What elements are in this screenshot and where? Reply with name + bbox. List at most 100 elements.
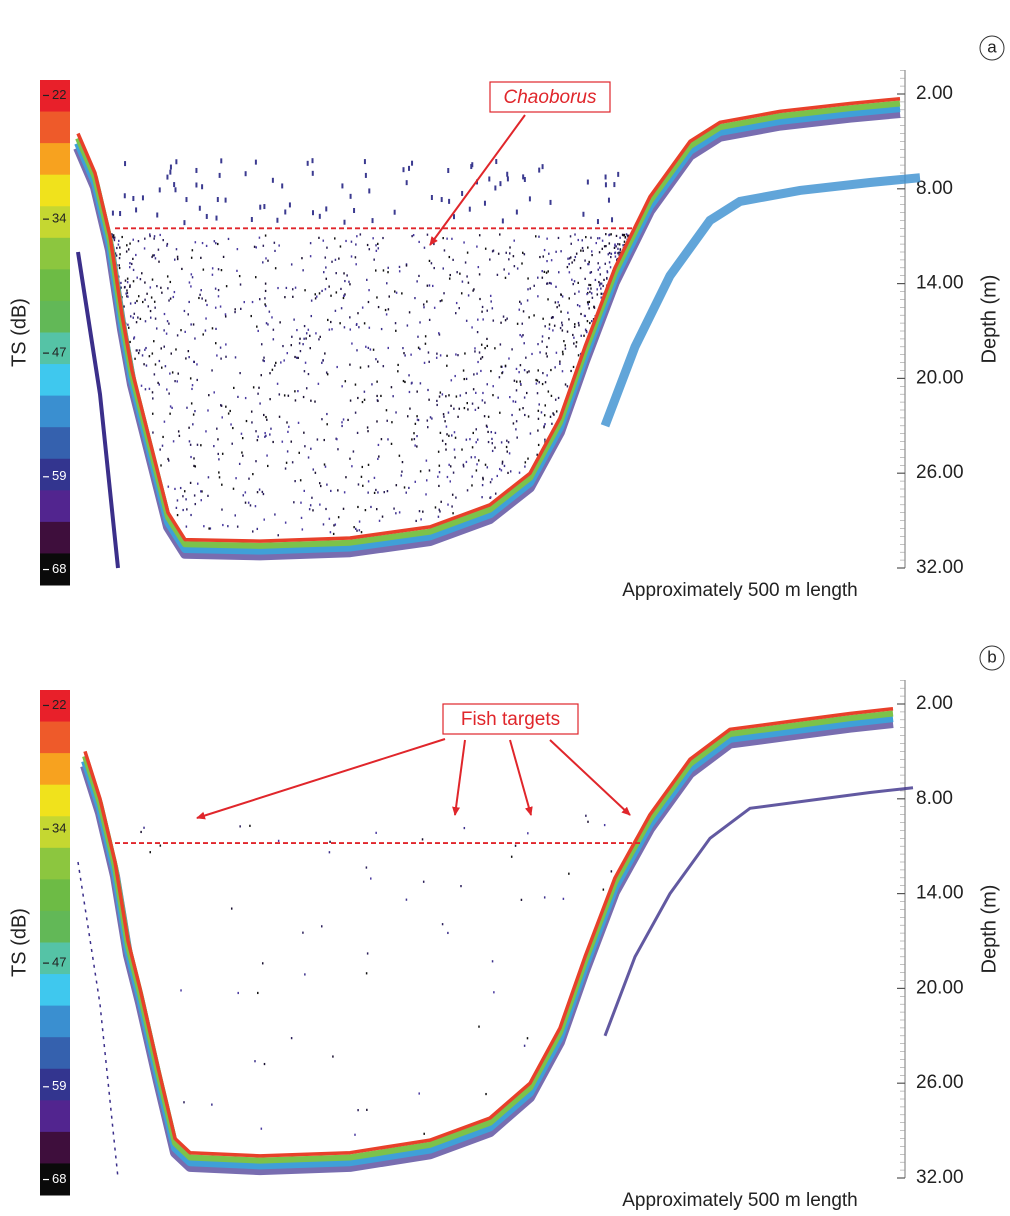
echo-dot bbox=[249, 504, 252, 507]
echo-dot bbox=[506, 176, 509, 182]
echo-dot bbox=[607, 197, 610, 203]
echo-dot bbox=[499, 233, 501, 236]
echo-dot bbox=[200, 490, 202, 493]
echo-dot bbox=[195, 167, 198, 173]
echo-dot bbox=[211, 267, 214, 270]
echo-dot bbox=[152, 397, 154, 400]
echo-dot bbox=[531, 352, 533, 356]
colorbar-band bbox=[40, 143, 70, 176]
echo-dot bbox=[306, 160, 309, 166]
echo-dot bbox=[504, 319, 507, 322]
echo-dot bbox=[151, 278, 154, 281]
bottom-shadow bbox=[80, 718, 894, 1176]
echo-dot bbox=[583, 334, 585, 337]
echo-dot bbox=[481, 356, 484, 359]
echo-dot bbox=[486, 466, 489, 469]
echo-dot bbox=[376, 420, 378, 423]
echo-dot bbox=[590, 236, 592, 239]
echo-dot bbox=[538, 403, 540, 406]
echo-dot bbox=[580, 334, 582, 337]
echo-dot bbox=[533, 284, 535, 287]
echo-dot bbox=[484, 247, 487, 250]
echo-dot bbox=[589, 321, 591, 325]
echo-dot bbox=[175, 506, 178, 509]
echo-dot bbox=[176, 257, 179, 261]
echo-dot bbox=[527, 415, 530, 418]
echo-dot bbox=[518, 371, 520, 374]
echo-dot bbox=[277, 839, 280, 842]
echo-dot bbox=[356, 431, 359, 435]
echo-dot bbox=[611, 217, 614, 223]
echo-dot bbox=[209, 527, 212, 530]
echo-dot bbox=[161, 444, 164, 447]
echo-dot bbox=[410, 353, 412, 356]
echo-dot bbox=[426, 233, 429, 236]
echo-dot bbox=[451, 505, 453, 508]
echo-dot bbox=[529, 287, 532, 290]
echo-dot bbox=[474, 347, 476, 350]
echo-dot bbox=[402, 379, 405, 383]
echo-dot bbox=[567, 257, 569, 260]
echo-dot bbox=[263, 359, 265, 363]
echo-dot bbox=[545, 271, 548, 274]
echo-dot bbox=[340, 287, 342, 291]
echo-dot bbox=[225, 285, 228, 288]
echo-dot bbox=[380, 438, 383, 441]
echo-dot bbox=[349, 316, 351, 319]
echo-dot bbox=[264, 435, 266, 438]
echo-dot bbox=[305, 332, 308, 335]
echo-dot bbox=[354, 527, 357, 530]
echo-dot bbox=[466, 401, 468, 405]
echo-dot bbox=[239, 825, 241, 828]
echo-dot bbox=[312, 468, 315, 471]
echo-dot bbox=[487, 440, 490, 444]
echo-dot bbox=[188, 356, 190, 359]
echo-dot bbox=[527, 457, 529, 460]
echo-dot bbox=[559, 326, 562, 330]
echo-dot bbox=[314, 293, 317, 296]
echo-dot bbox=[244, 396, 247, 400]
echo-dot bbox=[448, 394, 450, 397]
echo-dot bbox=[166, 242, 169, 246]
echo-dot bbox=[349, 193, 352, 199]
echo-dot bbox=[255, 460, 257, 463]
echo-dot bbox=[579, 266, 582, 270]
echo-dot bbox=[395, 512, 397, 515]
echo-dot bbox=[376, 296, 378, 299]
echo-dot bbox=[154, 317, 157, 320]
echo-dot bbox=[126, 295, 128, 298]
echo-dot bbox=[426, 419, 429, 422]
echo-dot bbox=[134, 357, 136, 360]
echo-dot bbox=[475, 428, 477, 431]
echo-dot bbox=[144, 281, 146, 284]
echo-dot bbox=[318, 338, 320, 341]
echo-dot bbox=[270, 427, 272, 430]
echo-dot bbox=[367, 430, 369, 433]
echo-dot bbox=[423, 1132, 425, 1135]
echo-dot bbox=[546, 282, 549, 285]
echo-dot bbox=[325, 371, 328, 374]
echo-dot bbox=[478, 234, 481, 237]
echo-dot bbox=[382, 236, 384, 240]
echo-dot bbox=[269, 433, 271, 436]
echo-dot bbox=[395, 291, 398, 294]
echo-dot bbox=[271, 368, 274, 371]
echo-dot bbox=[506, 171, 509, 177]
echo-dot bbox=[524, 465, 526, 468]
echo-dot bbox=[544, 381, 547, 384]
echo-dot bbox=[519, 380, 521, 383]
echo-dot bbox=[469, 438, 471, 441]
colorbar-band bbox=[40, 847, 70, 880]
echo-dot bbox=[265, 257, 267, 260]
echo-dot bbox=[192, 323, 195, 326]
echo-dot bbox=[366, 952, 369, 955]
echo-dot bbox=[211, 369, 213, 372]
echo-dot bbox=[285, 461, 288, 464]
echo-dot bbox=[220, 357, 222, 360]
echo-dot bbox=[196, 363, 198, 366]
echo-dot bbox=[316, 438, 319, 441]
echo-dot bbox=[447, 503, 449, 506]
echo-dot bbox=[274, 364, 276, 367]
echo-dot bbox=[451, 493, 454, 496]
echo-dot bbox=[185, 197, 188, 203]
